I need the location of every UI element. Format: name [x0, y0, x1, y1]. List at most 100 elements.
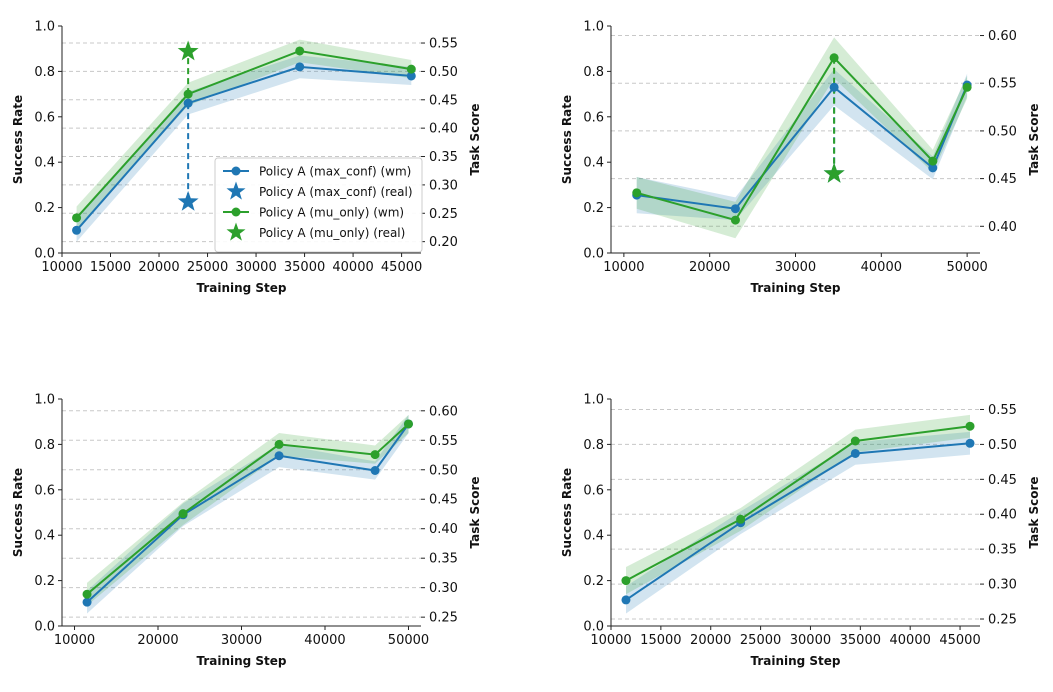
data-point-max_conf	[82, 597, 92, 607]
y2-tick-label: 0.60	[988, 29, 1017, 44]
y-tick-label: 0.6	[34, 110, 55, 125]
legend-frame	[214, 157, 423, 253]
x-tick-label: 45000	[381, 260, 422, 275]
x-tick-label: 40000	[861, 260, 902, 275]
data-point-max_conf	[829, 82, 839, 92]
confidence-band-max_conf	[87, 414, 409, 614]
y-tick-label: 1.0	[34, 20, 55, 35]
legend: Policy A (max_conf) (wm) Policy A (max_co…	[214, 157, 423, 253]
data-point-mu_only	[962, 82, 972, 92]
data-point-mu_only	[850, 436, 860, 446]
series-line-max_conf	[625, 442, 971, 601]
x-tick-label: 35000	[284, 260, 325, 275]
y2-tick-label: 0.40	[988, 220, 1017, 235]
y-tick-label: 0.8	[583, 65, 604, 80]
x-tick-label: 20000	[689, 260, 730, 275]
y-tick-label: 0.8	[583, 438, 604, 453]
data-point-mu_only	[72, 213, 82, 223]
x-tick-label: 25000	[187, 260, 228, 275]
x-tick-label: 40000	[304, 633, 345, 648]
y2-tick-label: 0.35	[429, 552, 458, 567]
data-point-mu_only	[295, 46, 305, 56]
y2-tick-label: 0.50	[988, 124, 1017, 139]
confidence-band-max_conf	[626, 431, 970, 614]
y2-tick-label: 0.35	[429, 150, 458, 165]
y2-axis-label: Task Score	[1027, 476, 1041, 548]
data-point-max_conf	[928, 163, 938, 173]
confidence-band-mu_only	[636, 37, 968, 239]
series-line-mu_only	[625, 425, 971, 582]
y2-tick-label: 0.60	[429, 404, 458, 419]
data-point-max_conf	[406, 71, 416, 81]
data-point-max_conf	[730, 204, 740, 214]
y-tick-label: 0.2	[34, 201, 55, 216]
legend-label: Policy A (max_conf) (real)	[259, 185, 413, 199]
legend-entry: Policy A (max_conf) (real)	[226, 181, 413, 200]
legend-marker-circle	[231, 166, 241, 176]
y-tick-label: 0.4	[34, 156, 55, 171]
x-tick-label: 30000	[235, 260, 276, 275]
data-point-mu_only	[82, 589, 92, 599]
data-point-max_conf	[274, 451, 284, 461]
y-tick-label: 0.4	[34, 529, 55, 544]
legend-entry: Policy A (max_conf) (wm)	[223, 165, 411, 179]
y-tick-label: 0.0	[583, 620, 604, 635]
data-point-max_conf	[183, 98, 193, 108]
legend-label: Policy A (mu_only) (wm)	[259, 206, 404, 220]
y-tick-label: 0.4	[583, 156, 604, 171]
y-tick-label: 0.0	[34, 247, 55, 262]
data-point-mu_only	[621, 576, 631, 586]
y-tick-label: 0.2	[583, 201, 604, 216]
data-point-mu_only	[730, 215, 740, 225]
x-tick-label: 15000	[90, 260, 131, 275]
y2-tick-label: 0.25	[429, 207, 458, 222]
data-point-mu_only	[632, 188, 642, 198]
x-axis-label: Training Step	[750, 654, 840, 668]
y2-tick-label: 0.25	[429, 611, 458, 626]
data-point-mu_only	[928, 156, 938, 166]
y2-tick-label: 0.25	[988, 613, 1017, 628]
real-star-mu_only	[177, 40, 199, 61]
data-point-mu_only	[370, 450, 380, 460]
y2-axis-label: Task Score	[1027, 103, 1041, 175]
x-tick-label: 20000	[137, 633, 178, 648]
y-axis-label: Success Rate	[560, 95, 574, 184]
x-tick-label: 10000	[54, 633, 95, 648]
y2-tick-label: 0.45	[988, 172, 1017, 187]
legend-marker-star	[226, 181, 246, 200]
legend-label: Policy A (mu_only) (real)	[259, 226, 405, 240]
y-tick-label: 0.8	[34, 65, 55, 80]
x-tick-label: 20000	[690, 633, 731, 648]
data-point-max_conf	[850, 448, 860, 458]
x-tick-label: 20000	[138, 260, 179, 275]
legend-label: Policy A (max_conf) (wm)	[259, 165, 411, 179]
data-point-mu_only	[965, 421, 975, 431]
y-tick-label: 0.0	[583, 247, 604, 262]
data-point-mu_only	[829, 53, 839, 63]
x-tick-label: 30000	[790, 633, 831, 648]
y-tick-label: 1.0	[34, 393, 55, 408]
y2-axis-label: Task Score	[468, 476, 482, 548]
y2-tick-label: 0.40	[429, 522, 458, 537]
x-tick-label: 30000	[221, 633, 262, 648]
y2-tick-label: 0.40	[988, 508, 1017, 523]
x-tick-label: 35000	[840, 633, 881, 648]
data-point-mu_only	[736, 514, 746, 524]
x-tick-label: 50000	[388, 633, 429, 648]
real-star-mu_only	[823, 162, 845, 183]
data-point-mu_only	[178, 509, 188, 519]
data-point-mu_only	[406, 64, 416, 74]
y2-tick-label: 0.20	[429, 235, 458, 250]
y2-tick-label: 0.55	[988, 403, 1017, 418]
data-point-max_conf	[621, 595, 631, 605]
y2-tick-label: 0.50	[429, 463, 458, 478]
data-point-max_conf	[965, 438, 975, 448]
real-star-max_conf	[177, 190, 199, 211]
chart-panel-4: 0.0 0.2 0.4 0.6 0.8 1.0 0.25 0.30 0.35 0.40 0.45 0.…	[560, 393, 1041, 669]
x-tick-label: 45000	[939, 633, 980, 648]
y2-tick-label: 0.30	[988, 578, 1017, 593]
y-tick-label: 0.2	[583, 574, 604, 589]
legend-marker-circle	[231, 207, 241, 217]
series-line-mu_only	[75, 49, 412, 219]
x-axis-label: Training Step	[750, 281, 840, 295]
